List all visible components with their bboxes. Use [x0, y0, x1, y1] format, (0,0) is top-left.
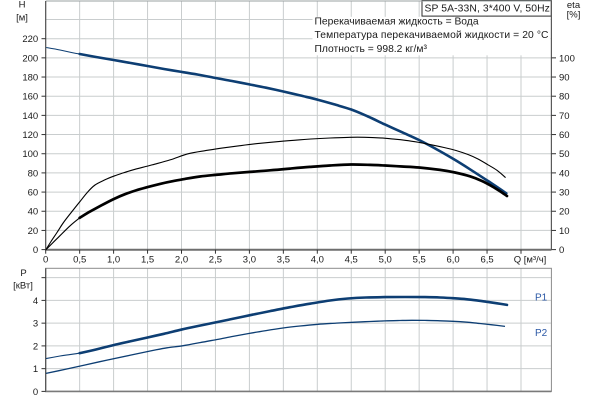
svg-text:2,0: 2,0: [175, 255, 188, 266]
svg-text:3: 3: [33, 319, 38, 330]
svg-text:80: 80: [559, 92, 570, 103]
svg-text:0,5: 0,5: [73, 255, 86, 266]
svg-text:60: 60: [559, 130, 570, 141]
svg-text:40: 40: [559, 168, 570, 179]
svg-text:Плотность = 998.2 кг/м³: Плотность = 998.2 кг/м³: [315, 44, 428, 55]
svg-text:160: 160: [22, 92, 38, 103]
svg-text:2,5: 2,5: [209, 255, 222, 266]
svg-text:10: 10: [559, 226, 570, 237]
svg-text:3,0: 3,0: [243, 255, 256, 266]
svg-text:P1: P1: [535, 292, 548, 303]
svg-text:0: 0: [43, 255, 48, 266]
svg-text:60: 60: [28, 188, 39, 199]
svg-text:1,0: 1,0: [107, 255, 120, 266]
svg-text:H: H: [19, 0, 26, 10]
svg-text:5,5: 5,5: [413, 255, 426, 266]
svg-text:100: 100: [559, 53, 575, 64]
svg-text:1: 1: [33, 364, 38, 375]
svg-text:0: 0: [559, 245, 564, 256]
svg-text:4,5: 4,5: [345, 255, 358, 266]
svg-text:[м]: [м]: [16, 12, 28, 23]
svg-text:Температура перекачиваемой жид: Температура перекачиваемой жидкости = 20…: [315, 30, 550, 41]
svg-text:80: 80: [28, 168, 39, 179]
svg-text:3,5: 3,5: [277, 255, 290, 266]
svg-text:200: 200: [22, 53, 38, 64]
svg-text:70: 70: [559, 111, 570, 122]
svg-text:5,0: 5,0: [379, 255, 392, 266]
svg-text:Q [м³/ч]: Q [м³/ч]: [514, 255, 547, 266]
svg-text:40: 40: [28, 207, 39, 218]
svg-text:P: P: [20, 268, 26, 279]
svg-text:30: 30: [559, 188, 570, 199]
svg-text:2: 2: [33, 341, 38, 352]
svg-text:[кВт]: [кВт]: [13, 281, 33, 292]
svg-text:100: 100: [22, 149, 38, 160]
svg-text:90: 90: [559, 72, 570, 83]
svg-text:4: 4: [33, 296, 38, 307]
svg-text:220: 220: [22, 34, 38, 45]
svg-text:180: 180: [22, 72, 38, 83]
svg-text:6,0: 6,0: [446, 255, 459, 266]
svg-text:120: 120: [22, 130, 38, 141]
svg-text:4,0: 4,0: [311, 255, 324, 266]
svg-text:SP 5A-33N, 3*400 V, 50Hz: SP 5A-33N, 3*400 V, 50Hz: [425, 3, 550, 14]
svg-text:0: 0: [33, 387, 38, 398]
svg-text:1,5: 1,5: [141, 255, 154, 266]
svg-text:Перекачиваемая жидкость = Вода: Перекачиваемая жидкость = Вода: [315, 17, 479, 28]
svg-text:20: 20: [28, 226, 39, 237]
svg-text:0: 0: [33, 245, 38, 256]
svg-text:140: 140: [22, 111, 38, 122]
svg-text:eta: eta: [567, 0, 581, 11]
svg-text:6,5: 6,5: [480, 255, 493, 266]
svg-text:50: 50: [559, 149, 570, 160]
svg-text:P2: P2: [535, 328, 548, 339]
svg-text:[%]: [%]: [567, 10, 581, 21]
svg-text:20: 20: [559, 207, 570, 218]
